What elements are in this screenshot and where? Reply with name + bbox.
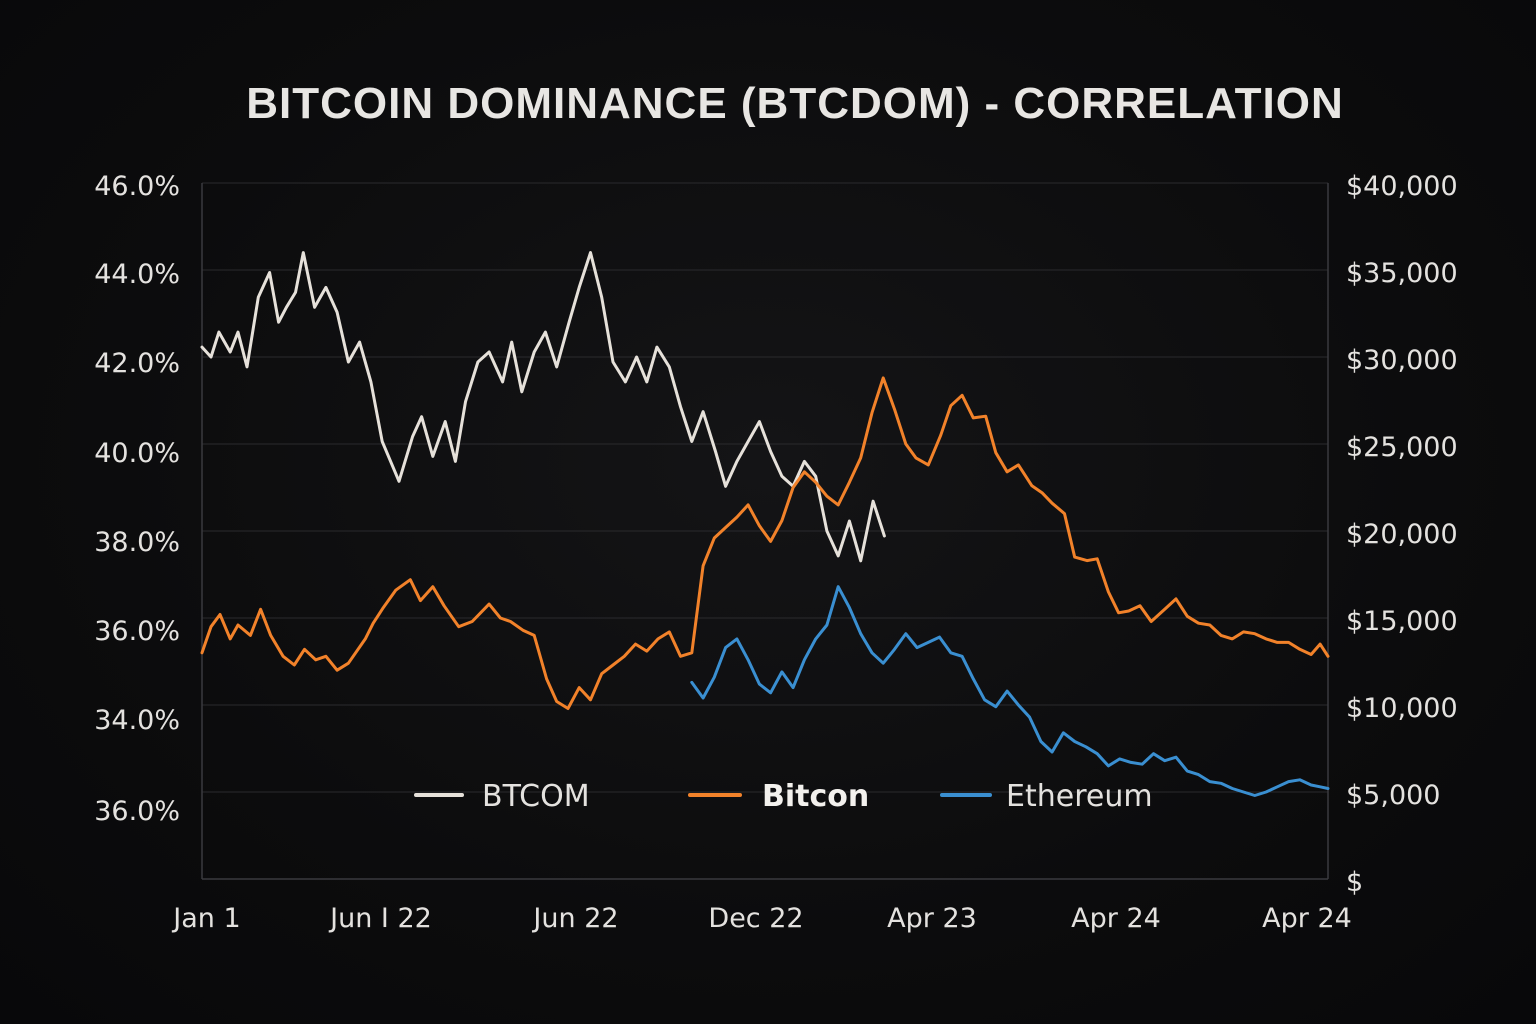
x-tick-label: Apr 24 — [1071, 903, 1161, 934]
x-tick-label: Dec 22 — [708, 903, 803, 934]
y-left-tick-label: 36.0% — [94, 796, 180, 827]
y-left-tick-label: 38.0% — [94, 527, 180, 558]
y-right-tick-label: $30,000 — [1346, 345, 1458, 376]
axes: 46.0% 44.0% 42.0% 40.0% 38.0% 36.0% 34.0% 36.0%… — [94, 171, 1457, 934]
gridlines — [202, 182, 1328, 880]
y-left-tick-label: 36.0% — [94, 616, 180, 647]
x-tick-label: Jun I 22 — [328, 903, 432, 934]
y-left-tick-label: 42.0% — [94, 348, 180, 379]
y-left-tick-label: 34.0% — [94, 705, 180, 736]
series-line-btcom — [200, 251, 886, 563]
series-line-bitcon — [200, 376, 1330, 710]
legend-label-bitcon: Bitcon — [762, 779, 869, 814]
y-left-tick-label: 44.0% — [94, 259, 180, 290]
series-lines — [200, 251, 1330, 797]
y-right-tick-label: $20,000 — [1346, 519, 1458, 550]
y-right-tick-label: $40,000 — [1346, 171, 1458, 202]
y-right-tick-label: $15,000 — [1346, 606, 1458, 637]
y-left-tick-label: 46.0% — [94, 171, 180, 202]
y-left-tick-label: 40.0% — [94, 438, 180, 469]
y-right-tick-label: $5,000 — [1346, 780, 1440, 811]
series-line-ethereum — [690, 585, 1330, 797]
chart-title: BITCOIN DOMINANCE (BTCDOM) - CORRELATION — [246, 79, 1344, 128]
legend-label-btcom: BTCOM — [482, 779, 590, 814]
legend-label-ethereum: Ethereum — [1006, 779, 1153, 814]
legend: BTCOM Bitcon Ethereum — [414, 779, 1153, 814]
y-right-tick-label: $35,000 — [1346, 258, 1458, 289]
x-tick-label: Apr 23 — [887, 903, 977, 934]
x-tick-label: Apr 24 — [1262, 903, 1352, 934]
y-right-tick-label: $25,000 — [1346, 432, 1458, 463]
x-tick-label: Jun 22 — [531, 903, 618, 934]
y-right-tick-label: $10,000 — [1346, 693, 1458, 724]
y-right-tick-label: $ — [1346, 867, 1363, 898]
x-tick-label: Jan 1 — [171, 903, 240, 934]
